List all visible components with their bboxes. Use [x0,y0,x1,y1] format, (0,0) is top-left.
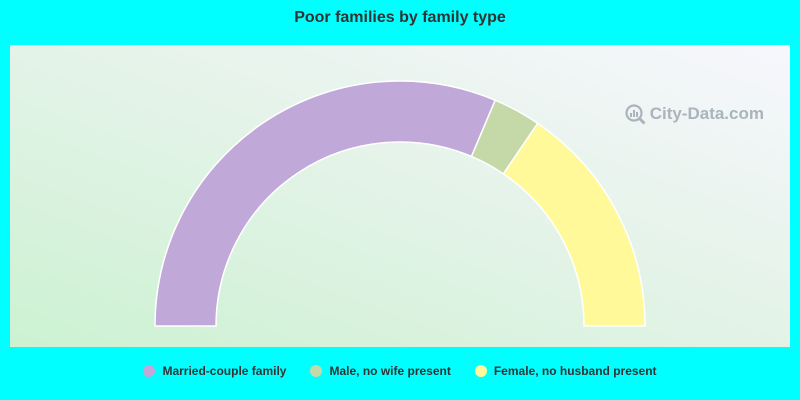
legend-swatch [310,365,323,377]
legend-label: Female, no husband present [493,364,657,378]
legend: Married-couple family Male, no wife prese… [0,364,800,378]
legend-item: Married-couple family [143,364,286,378]
legend-item: Male, no wife present [310,364,451,378]
slice-married-couple-family [154,80,497,327]
watermark-text: City-Data.com [649,104,764,123]
slice-female-no-husband-present [502,122,646,327]
legend-item: Female, no husband present [474,364,657,378]
watermark: City-Data.com [624,103,764,125]
chart-title: Poor families by family type [294,9,506,26]
magnifier-chart-icon [625,104,646,125]
legend-label: Male, no wife present [329,364,451,378]
legend-swatch [474,365,487,377]
legend-label: Married-couple family [162,364,287,378]
legend-swatch [143,365,156,377]
